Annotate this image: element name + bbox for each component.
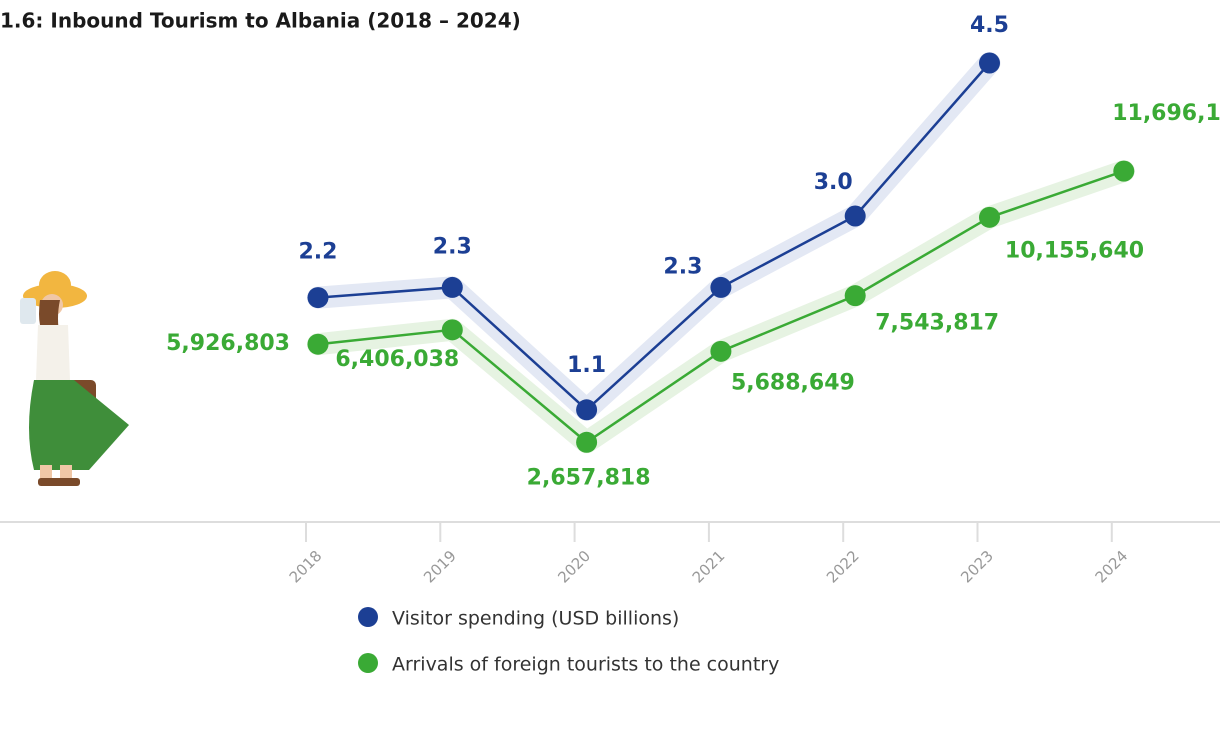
legend-marker — [358, 653, 378, 673]
data-point — [979, 206, 1000, 228]
data-point — [441, 276, 463, 298]
x-tick-label: 2023 — [957, 547, 997, 587]
data-point — [844, 205, 866, 227]
data-point — [307, 333, 329, 355]
x-tick-label: 2018 — [286, 547, 326, 587]
data-label: 2.3 — [433, 234, 472, 259]
data-label: 1.1 — [567, 353, 606, 378]
data-label: 2,657,818 — [527, 465, 651, 490]
data-point — [710, 276, 732, 298]
data-label: 5,688,649 — [731, 370, 855, 395]
x-tick-label: 2020 — [554, 547, 594, 587]
data-label: 4.5 — [970, 13, 1009, 38]
data-label: 6,406,038 — [335, 347, 459, 372]
data-label: 5,926,803 — [166, 331, 290, 356]
data-label: 3.0 — [814, 170, 853, 195]
legend-label: Visitor spending (USD billions) — [392, 608, 679, 630]
data-point — [576, 399, 598, 421]
data-point — [844, 285, 866, 307]
x-tick-label: 2024 — [1092, 547, 1132, 587]
chart-title: 1.6: Inbound Tourism to Albania (2018 – … — [0, 9, 521, 33]
legend-marker — [358, 607, 378, 627]
data-point — [1113, 160, 1135, 182]
series-line — [317, 169, 1125, 444]
x-tick-label: 2019 — [420, 547, 460, 587]
tourist-illustration — [20, 271, 129, 486]
data-label: 2.3 — [663, 254, 702, 279]
x-tick-label: 2022 — [823, 547, 863, 587]
data-label: 7,543,817 — [875, 311, 999, 336]
data-label: 2.2 — [299, 240, 338, 265]
data-point — [576, 431, 598, 453]
data-point — [979, 52, 1000, 74]
data-label: 11,696,111 — [1112, 101, 1220, 126]
x-tick-label: 2021 — [689, 547, 729, 587]
data-point — [441, 319, 463, 341]
data-label: 10,155,640 — [1005, 238, 1144, 263]
data-point — [307, 287, 329, 309]
data-point — [710, 340, 732, 362]
series-line — [317, 62, 991, 412]
legend-label: Arrivals of foreign tourists to the coun… — [392, 654, 779, 676]
